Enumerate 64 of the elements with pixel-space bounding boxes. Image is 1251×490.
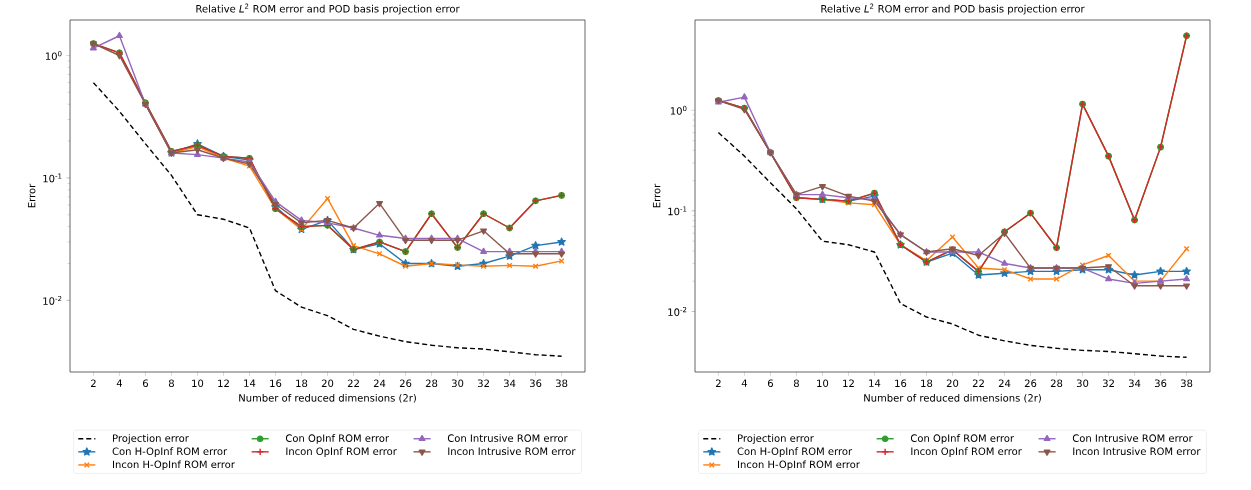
- x-tick-label: 2: [90, 379, 96, 387]
- legend-label: Projection error: [738, 434, 814, 444]
- x-tick-label: 24: [373, 379, 386, 387]
- x-tick-label: 18: [296, 379, 308, 388]
- chart-title: Relative L$^{2}$ ROM error and POD basis projection error: [821, 3, 1085, 15]
- x-tick-label: 38: [1180, 379, 1193, 388]
- x-tick-label: 12: [843, 379, 854, 387]
- x-tick-label: 30: [1076, 379, 1089, 388]
- x-tick-label: 16: [270, 379, 282, 388]
- x-tick-label: 6: [142, 379, 148, 388]
- legend-label: Incon H-OpInf ROM error: [738, 460, 860, 471]
- x-tick-label: 36: [529, 379, 542, 388]
- legend-label: Con H-OpInf ROM error: [737, 447, 853, 457]
- x-axis-title: Number of reduced dimensions (2r): [864, 393, 1041, 403]
- x-tick-label: 18: [921, 379, 933, 388]
- legend-label: Con OpInf ROM error: [285, 434, 390, 444]
- y-tick-label: 10$^{-1}$: [43, 173, 62, 183]
- x-tick-label: 26: [1024, 379, 1037, 388]
- x-tick-label: 22: [347, 379, 359, 387]
- x-tick-label: 8: [168, 379, 174, 388]
- x-tick-label: 22: [972, 379, 984, 387]
- x-tick-label: 14: [244, 379, 256, 387]
- y-axis-title: Error: [652, 183, 661, 208]
- x-tick-label: 32: [477, 379, 489, 388]
- y-tick-label: 10$^{-2}$: [43, 295, 62, 305]
- x-tick-label: 4: [116, 379, 123, 387]
- x-tick-label: 30: [451, 379, 464, 388]
- y-tick-label: 10$^{-2}$: [668, 306, 687, 316]
- legend-label: Incon H-OpInf ROM error: [113, 460, 235, 471]
- x-tick-label: 20: [946, 379, 959, 388]
- x-tick-label: 34: [503, 379, 516, 388]
- x-tick-label: 20: [321, 379, 334, 388]
- x-tick-label: 12: [218, 379, 229, 387]
- legend-label: Con Intrusive ROM error: [447, 434, 568, 442]
- legend-label: Con Intrusive ROM error: [1072, 434, 1193, 442]
- x-tick-label: 24: [998, 379, 1011, 387]
- chart-title: Relative L$^{2}$ ROM error and POD basis projection error: [196, 3, 460, 15]
- x-tick-label: 10: [192, 379, 204, 388]
- x-tick-label: 36: [1154, 379, 1167, 388]
- y-tick-label: 10$^{0}$: [45, 51, 62, 60]
- y-tick-label: 10$^{0}$: [670, 105, 687, 115]
- legend-label: Incon OpInf ROM error: [911, 447, 1022, 457]
- x-tick-label: 38: [556, 379, 568, 388]
- x-tick-label: 4: [741, 379, 748, 387]
- x-tick-label: 16: [895, 379, 907, 388]
- x-tick-label: 34: [1128, 379, 1141, 388]
- x-tick-label: 28: [1050, 379, 1063, 388]
- x-axis-title: Number of reduced dimensions (2r): [239, 393, 416, 403]
- legend-label: Con OpInf ROM error: [910, 434, 1015, 444]
- x-tick-label: 28: [425, 379, 438, 388]
- x-tick-label: 14: [869, 379, 881, 387]
- legend-label: Incon Intrusive ROM error: [1073, 447, 1201, 456]
- legend-label: Incon OpInf ROM error: [286, 447, 397, 457]
- x-tick-label: 2: [715, 379, 721, 387]
- x-tick-label: 32: [1102, 379, 1114, 388]
- x-tick-label: 26: [399, 379, 412, 388]
- legend-label: Incon Intrusive ROM error: [448, 447, 576, 456]
- y-tick-label: 10$^{-1}$: [668, 206, 687, 216]
- legend-label: Projection error: [113, 434, 189, 444]
- x-tick-label: 10: [817, 379, 829, 388]
- y-axis-title: Error: [27, 183, 36, 208]
- legend-label: Con H-OpInf ROM error: [112, 447, 228, 457]
- x-tick-label: 6: [767, 379, 773, 388]
- x-tick-label: 8: [793, 379, 799, 388]
